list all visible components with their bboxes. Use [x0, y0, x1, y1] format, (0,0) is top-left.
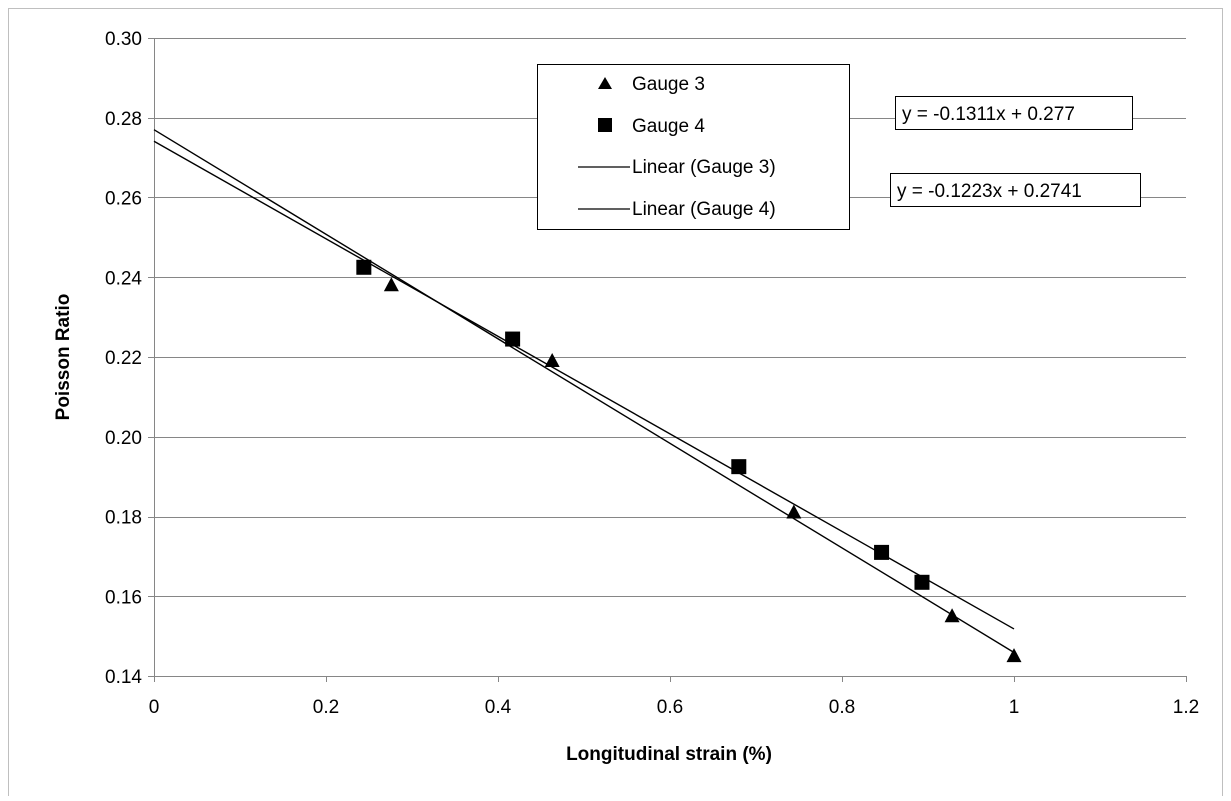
y-tick-label: 0.28 [105, 109, 142, 130]
data-point-triangle [383, 277, 399, 292]
x-tick-label: 0.4 [485, 697, 512, 718]
y-tick-label: 0.24 [105, 268, 142, 289]
data-point-triangle [786, 504, 802, 519]
legend: Gauge 3 Gauge 4 Linear (Gauge 3) Linear … [537, 64, 850, 230]
x-tick-label: 0 [149, 697, 160, 718]
y-tick-label: 0.30 [105, 29, 142, 50]
equation-text-gauge-4: y = -0.1223x + 0.2741 [897, 181, 1082, 202]
x-tick-label: 0.8 [829, 697, 855, 718]
y-tick-label: 0.26 [105, 189, 142, 210]
y-tick-label: 0.18 [105, 508, 142, 529]
y-tick-label: 0.22 [105, 348, 142, 369]
legend-box [537, 64, 850, 230]
data-point-triangle [544, 352, 560, 367]
legend-triangle-icon [598, 77, 612, 89]
legend-square-icon [598, 118, 612, 132]
trendline-equation-gauge-3: y = -0.1311x + 0.277 [895, 96, 1133, 130]
x-tick-label: 0.6 [657, 697, 683, 718]
data-point-square [914, 574, 930, 590]
data-point-triangle [1006, 648, 1022, 663]
equation-box-gauge-3 [895, 96, 1133, 130]
legend-label-linear-gauge-3: Linear (Gauge 3) [632, 157, 776, 178]
x-tick-label: 1 [1009, 697, 1020, 718]
trendline-gauge-3 [153, 129, 1015, 654]
trendline-equation-gauge-4: y = -0.1223x + 0.2741 [890, 173, 1141, 207]
axes [148, 38, 1187, 682]
x-tick-labels: 0 0.2 0.4 0.6 0.8 1 1.2 [149, 697, 1200, 718]
data-points [356, 259, 1022, 663]
data-point-square [731, 459, 747, 475]
legend-label-gauge-4: Gauge 4 [632, 116, 705, 137]
data-point-square [356, 259, 372, 275]
data-point-square [505, 331, 521, 347]
legend-label-linear-gauge-4: Linear (Gauge 4) [632, 199, 776, 220]
trendlines [153, 129, 1015, 654]
trendline-gauge-4 [153, 140, 1015, 630]
y-tick-label: 0.20 [105, 428, 142, 449]
legend-label-gauge-3: Gauge 3 [632, 74, 705, 95]
y-tick-labels: 0.14 0.16 0.18 0.20 0.22 0.24 0.26 0.28 0.30 [105, 29, 142, 688]
gridlines [154, 38, 1186, 597]
data-point-square [874, 544, 890, 560]
equation-box-gauge-4 [890, 173, 1141, 207]
x-axis-title: Longitudinal strain (%) [566, 744, 772, 765]
y-tick-label: 0.16 [105, 587, 142, 608]
x-tick-label: 0.2 [313, 697, 339, 718]
data-point-triangle [944, 608, 960, 623]
equation-text-gauge-3: y = -0.1311x + 0.277 [902, 104, 1075, 125]
y-axis-title: Poisson Ratio [53, 294, 74, 421]
x-tick-label: 1.2 [1173, 697, 1199, 718]
chart-border [8, 8, 1223, 796]
y-tick-label: 0.14 [105, 667, 142, 688]
